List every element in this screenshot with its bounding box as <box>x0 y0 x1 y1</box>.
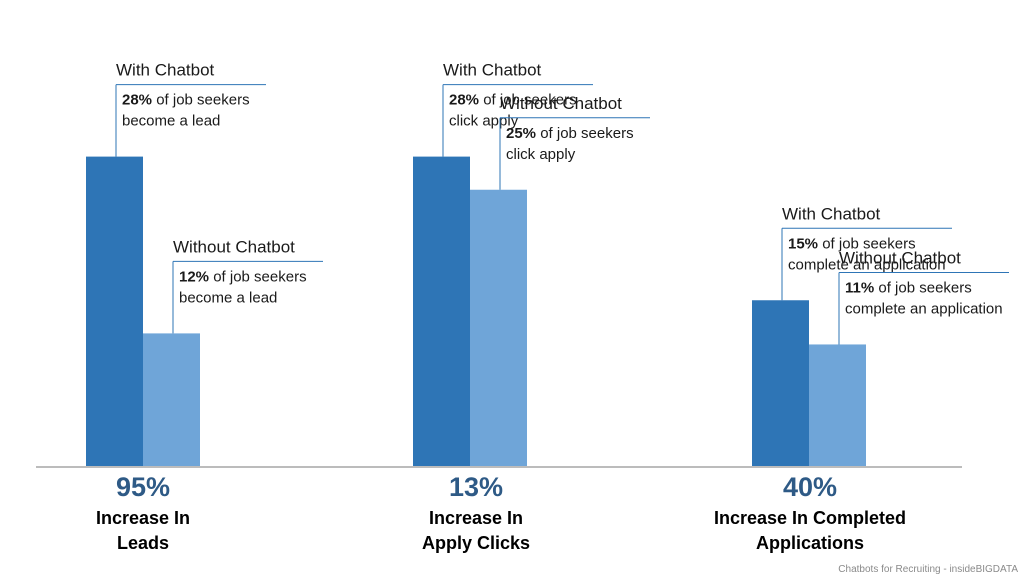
source-note: Chatbots for Recruiting - insideBIGDATA <box>838 564 1018 575</box>
bar-with-chatbot-2 <box>413 157 470 466</box>
callout-desc-line: of job seekers <box>152 92 250 109</box>
callout-desc-line: click apply <box>506 146 576 163</box>
increase-label: Applications <box>756 533 864 553</box>
callout-title: Without Chatbot <box>500 94 622 113</box>
increase-percentage: 40% <box>783 472 837 502</box>
callout-desc: 28% of job seekers <box>122 92 250 109</box>
callout-title: With Chatbot <box>443 61 542 80</box>
callout-percentage: 25% <box>506 125 536 142</box>
callout-desc-line: become a lead <box>179 289 277 306</box>
callout-desc: 11% of job seekers <box>845 279 972 296</box>
callout-title: Without Chatbot <box>839 248 961 267</box>
increase-label: Leads <box>117 533 169 553</box>
bar-without-chatbot-3 <box>809 344 866 466</box>
callout-title: With Chatbot <box>782 204 881 223</box>
callout-percentage: 15% <box>788 235 818 252</box>
bar-with-chatbot-1 <box>86 157 143 466</box>
callout-desc: 25% of job seekers <box>506 125 634 142</box>
callout-desc-line: become a lead <box>122 113 220 130</box>
increase-label: Increase In <box>96 508 190 528</box>
callout-title: With Chatbot <box>116 61 215 80</box>
callout-desc-line: of job seekers <box>874 279 972 296</box>
increase-label: Apply Clicks <box>422 533 530 553</box>
callout-desc-line: of job seekers <box>209 268 307 285</box>
callout-desc-line: complete an application <box>845 300 1003 317</box>
callout-percentage: 12% <box>179 268 209 285</box>
callout-desc: 12% of job seekers <box>179 268 307 285</box>
increase-percentage: 95% <box>116 472 170 502</box>
bar-without-chatbot-2 <box>470 190 527 466</box>
callout-percentage: 28% <box>449 92 479 109</box>
callout-percentage: 28% <box>122 92 152 109</box>
chart: With Chatbot 28% of job seekers become a l… <box>0 0 1024 576</box>
increase-label: Increase In Completed <box>714 508 906 528</box>
increase-label: Increase In <box>429 508 523 528</box>
bar-with-chatbot-3 <box>752 300 809 466</box>
bar-without-chatbot-1 <box>143 333 200 466</box>
increase-percentage: 13% <box>449 472 503 502</box>
callout-title: Without Chatbot <box>173 237 295 256</box>
callout-percentage: 11% <box>845 279 874 296</box>
callout-desc-line: of job seekers <box>536 125 634 142</box>
